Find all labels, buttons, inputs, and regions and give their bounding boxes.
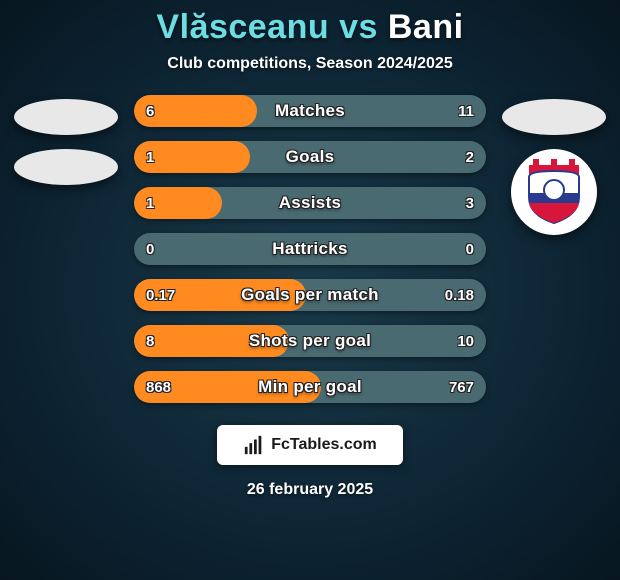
stat-value-right: 0 [466,233,474,265]
stat-label: Min per goal [134,371,486,403]
stat-label: Matches [134,95,486,127]
stat-value-right: 11 [458,95,474,127]
title: Vlăsceanu vs Bani [156,8,463,47]
branding-box[interactable]: FcTables.com [217,425,403,465]
stat-bar: 0.17Goals per match0.18 [134,279,486,311]
stat-label: Goals per match [134,279,486,311]
stat-bar: 6Matches11 [134,95,486,127]
player1-avatar [14,99,118,135]
right-column [500,95,608,235]
stat-bar: 0Hattricks0 [134,233,486,265]
title-player2: Bani [388,8,464,46]
left-column [12,95,120,185]
stat-label: Goals [134,141,486,173]
fctables-logo-icon [243,434,265,456]
content-container: Vlăsceanu vs Bani Club competitions, Sea… [0,0,620,580]
stat-value-right: 767 [449,371,474,403]
player2-club-badge [511,149,597,235]
stat-bar: 1Goals2 [134,141,486,173]
player1-club-badge [14,149,118,185]
stat-value-right: 10 [457,325,474,357]
stat-bar: 1Assists3 [134,187,486,219]
stat-label: Shots per goal [134,325,486,357]
stat-value-right: 3 [466,187,474,219]
stat-value-right: 0.18 [445,279,474,311]
title-vs: vs [339,8,378,46]
club-crest-icon [519,157,589,227]
player2-avatar [502,99,606,135]
stat-bar: 8Shots per goal10 [134,325,486,357]
subtitle: Club competitions, Season 2024/2025 [167,55,452,73]
stat-label: Hattricks [134,233,486,265]
stat-bar: 868Min per goal767 [134,371,486,403]
date-text: 26 february 2025 [247,481,373,499]
stat-label: Assists [134,187,486,219]
main-row: 6Matches11 1Goals2 1Assists3 0Hattricks0 0.1… [0,95,620,403]
stat-value-right: 2 [466,141,474,173]
stat-bars: 6Matches11 1Goals2 1Assists3 0Hattricks0 0.1… [134,95,486,403]
title-player1: Vlăsceanu [156,8,329,46]
branding-text: FcTables.com [271,436,377,454]
